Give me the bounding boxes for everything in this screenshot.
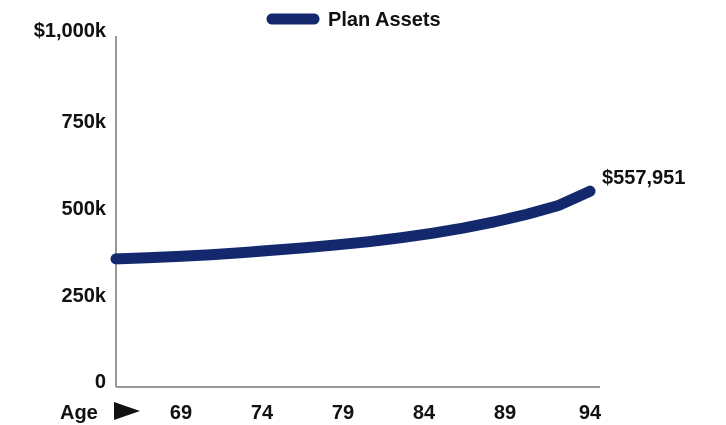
series-line-plan-assets xyxy=(110,185,596,265)
y-tick-labels: 0 250k 500k 750k $1,000k xyxy=(34,20,107,393)
x-tick-labels: 69 74 79 84 89 94 xyxy=(170,402,602,424)
end-value-label: $557,951 xyxy=(602,167,685,189)
x-tick-label: 84 xyxy=(413,402,436,424)
y-tick-label: 750k xyxy=(62,111,107,133)
x-tick-label: 94 xyxy=(579,402,602,424)
y-tick-label: $1,000k xyxy=(34,20,107,42)
y-tick-label: 500k xyxy=(62,198,107,220)
y-tick-label: 250k xyxy=(62,285,107,307)
play-arrow-icon xyxy=(114,402,140,420)
x-tick-label: 89 xyxy=(494,402,516,424)
legend: Plan Assets xyxy=(266,9,441,31)
x-tick-label: 69 xyxy=(170,402,192,424)
legend-label: Plan Assets xyxy=(328,9,441,31)
x-tick-label: 74 xyxy=(251,402,274,424)
y-tick-label: 0 xyxy=(95,371,106,393)
x-tick-label: 79 xyxy=(332,402,354,424)
x-axis-prefix-label: Age xyxy=(60,402,98,424)
